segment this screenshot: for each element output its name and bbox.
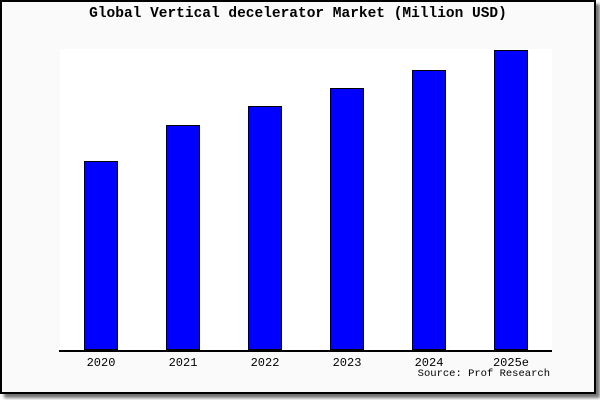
bar-2024 — [412, 70, 446, 350]
plot-area — [60, 49, 552, 350]
x-tick-label-2025e: 2025e — [492, 356, 529, 370]
bar-2025e — [494, 50, 528, 350]
bar-2023 — [330, 88, 364, 350]
x-tick-label-2020: 2020 — [86, 356, 116, 370]
chart-title: Global Vertical decelerator Market (Mill… — [89, 6, 507, 22]
x-tick-label-2021: 2021 — [168, 356, 198, 370]
bar-2020 — [84, 161, 118, 350]
x-axis-line — [59, 350, 552, 352]
chart-figure: Global Vertical decelerator Market (Mill… — [0, 0, 596, 394]
source-caption: Source: Prof Research — [417, 368, 550, 380]
x-tick-label-2024: 2024 — [414, 356, 444, 370]
bar-2021 — [166, 125, 200, 350]
bar-2022 — [248, 106, 282, 350]
x-tick-label-2022: 2022 — [250, 356, 280, 370]
x-axis-labels: 2020 2021 2022 2023 2024 2025e — [60, 356, 552, 370]
x-tick-label-2023: 2023 — [332, 356, 362, 370]
